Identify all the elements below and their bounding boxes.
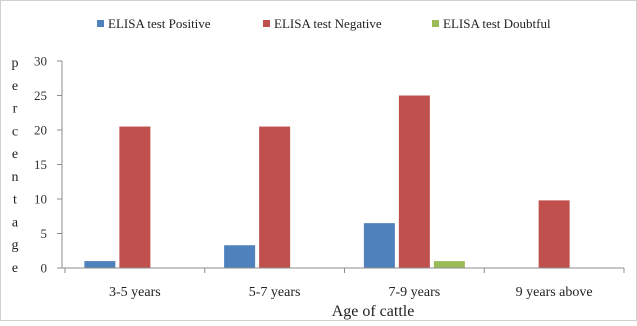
y-tick-label: 25: [34, 88, 47, 103]
y-axis-label-letter: e: [12, 261, 18, 276]
y-axis-label-letter: e: [12, 147, 18, 162]
legend-swatch-1: [263, 20, 270, 27]
legend-swatch-0: [97, 20, 104, 27]
bar-0-2: [363, 223, 395, 268]
legend-label-2: ELISA test Doubtful: [443, 16, 551, 31]
legend: ELISA test Positive ELISA test Negative EL…: [97, 16, 551, 31]
bar-1-1: [259, 126, 291, 268]
bar-1-2: [398, 95, 430, 268]
x-tick-label: 5-7 years: [249, 285, 301, 300]
y-tick-label: 30: [34, 54, 47, 69]
y-tick-label: 10: [34, 192, 47, 207]
x-tick-label: 3-5 years: [109, 285, 161, 300]
x-axis-label: Age of cattle: [332, 303, 415, 320]
y-axis-label-letter: t: [13, 193, 17, 208]
y-axis-label-letter: g: [12, 238, 19, 253]
y-tick-label: 5: [41, 226, 48, 241]
legend-swatch-2: [432, 20, 439, 27]
y-tick-label: 0: [41, 261, 48, 276]
x-tick-label: 9 years above: [516, 285, 593, 300]
bars: [84, 95, 570, 268]
y-tick-label: 20: [34, 123, 47, 138]
y-axis-label-letter: p: [12, 56, 19, 71]
bar-1-0: [119, 126, 151, 268]
category-labels: 3-5 years 5-7 years 7-9 years 9 years above: [109, 285, 593, 300]
legend-label-0: ELISA test Positive: [108, 16, 211, 31]
axes: [61, 61, 625, 273]
y-tick-label: 15: [34, 157, 47, 172]
bar-0-1: [224, 245, 256, 268]
bar-1-3: [538, 200, 570, 268]
bar-2-2: [433, 261, 465, 268]
y-axis-label-letter: e: [12, 79, 18, 94]
y-axis-label-letter: a: [12, 215, 19, 230]
y-axis-label-letter: c: [12, 124, 18, 139]
y-axis-label-letter: n: [12, 170, 19, 185]
y-axis-ticks: 0 5 10 15 20 25 30: [34, 54, 62, 276]
legend-label-1: ELISA test Negative: [274, 16, 382, 31]
bar-0-0: [84, 261, 116, 268]
x-tick-label: 7-9 years: [389, 285, 441, 300]
y-axis-label-letter: r: [13, 102, 18, 117]
